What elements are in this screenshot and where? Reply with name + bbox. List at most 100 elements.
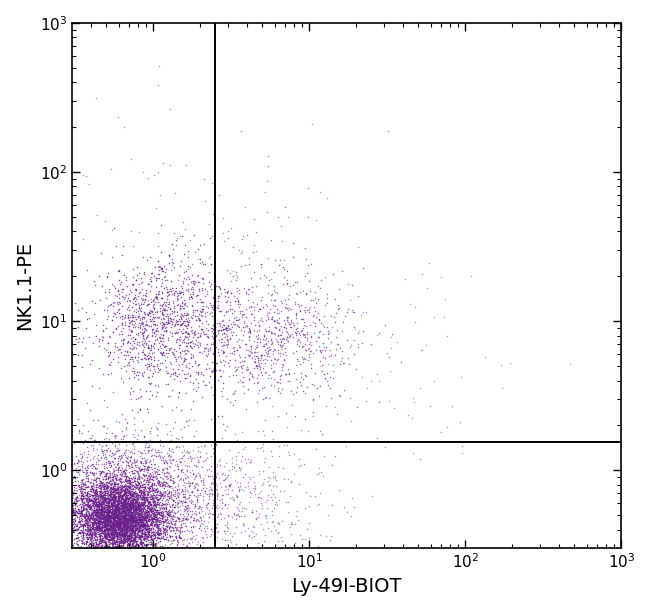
Point xyxy=(86,498,97,508)
Point xyxy=(122,563,132,573)
Point xyxy=(266,339,276,349)
Point xyxy=(94,335,105,345)
Point xyxy=(173,568,183,578)
Point xyxy=(101,481,111,491)
Point xyxy=(151,507,161,517)
Point xyxy=(127,523,137,533)
Point xyxy=(100,555,110,565)
Point xyxy=(151,521,162,531)
Point xyxy=(138,417,148,426)
Point xyxy=(118,525,128,535)
Point xyxy=(296,380,307,390)
Point xyxy=(105,516,115,525)
Point xyxy=(184,292,194,302)
Point xyxy=(123,562,133,572)
Point xyxy=(179,456,190,466)
Point xyxy=(103,535,113,545)
Point xyxy=(157,464,168,474)
Point xyxy=(141,489,151,499)
Point xyxy=(97,525,107,535)
Point xyxy=(177,316,188,326)
Point xyxy=(94,480,105,490)
Point xyxy=(81,506,92,516)
Point xyxy=(86,500,97,510)
Point xyxy=(77,520,88,530)
Point xyxy=(86,529,96,539)
Point xyxy=(111,529,122,538)
Point xyxy=(148,509,158,519)
Point xyxy=(202,351,213,361)
Point xyxy=(105,526,116,536)
Point xyxy=(121,549,131,558)
Point xyxy=(83,530,93,540)
Point xyxy=(146,281,157,291)
Point xyxy=(90,93,101,103)
Point xyxy=(246,341,256,351)
Point xyxy=(118,500,128,510)
Point xyxy=(120,552,130,562)
Point xyxy=(112,488,123,498)
Point xyxy=(101,509,112,519)
Point xyxy=(100,490,110,500)
Point xyxy=(137,501,148,511)
Point xyxy=(298,320,309,330)
Point xyxy=(121,498,131,508)
Point xyxy=(112,492,123,502)
Point xyxy=(56,505,66,515)
Point xyxy=(174,505,185,514)
Point xyxy=(221,323,231,333)
Point xyxy=(303,355,313,365)
Point xyxy=(304,349,314,359)
Point xyxy=(142,350,153,360)
Point xyxy=(98,370,108,379)
Point xyxy=(133,510,143,519)
Point xyxy=(137,541,148,551)
Point xyxy=(83,494,94,503)
Point xyxy=(45,492,55,502)
Point xyxy=(114,529,124,538)
Point xyxy=(109,298,119,307)
Point xyxy=(134,487,144,497)
Point xyxy=(113,518,124,528)
Point xyxy=(112,483,123,493)
Point xyxy=(205,308,215,318)
Point xyxy=(141,515,151,525)
Point xyxy=(268,472,278,481)
Point xyxy=(89,555,99,565)
Point xyxy=(144,299,154,309)
Point xyxy=(119,524,129,533)
Point xyxy=(117,513,127,522)
Point xyxy=(119,489,129,499)
Point xyxy=(84,539,94,549)
Point xyxy=(282,266,293,276)
Point xyxy=(101,502,111,512)
Point xyxy=(157,305,167,315)
Point xyxy=(95,519,105,529)
Point xyxy=(94,504,105,514)
Point xyxy=(120,492,131,502)
Point xyxy=(153,507,163,517)
Point xyxy=(117,529,127,538)
Point xyxy=(129,503,139,513)
Point xyxy=(95,505,105,514)
Point xyxy=(67,462,77,472)
Point xyxy=(263,373,273,382)
Point xyxy=(140,520,150,530)
Point xyxy=(154,287,164,296)
Point xyxy=(166,488,177,497)
Point xyxy=(101,504,112,514)
Point xyxy=(109,501,120,511)
Point xyxy=(124,522,135,532)
Point xyxy=(151,464,162,474)
Point xyxy=(166,472,176,481)
Point xyxy=(90,523,101,533)
Point xyxy=(133,445,144,455)
Point xyxy=(84,541,94,551)
Point xyxy=(264,480,274,489)
Point xyxy=(111,502,121,511)
Point xyxy=(207,503,218,513)
Point xyxy=(136,485,146,495)
Point xyxy=(188,338,199,348)
Point xyxy=(127,526,137,536)
Point xyxy=(135,542,146,552)
